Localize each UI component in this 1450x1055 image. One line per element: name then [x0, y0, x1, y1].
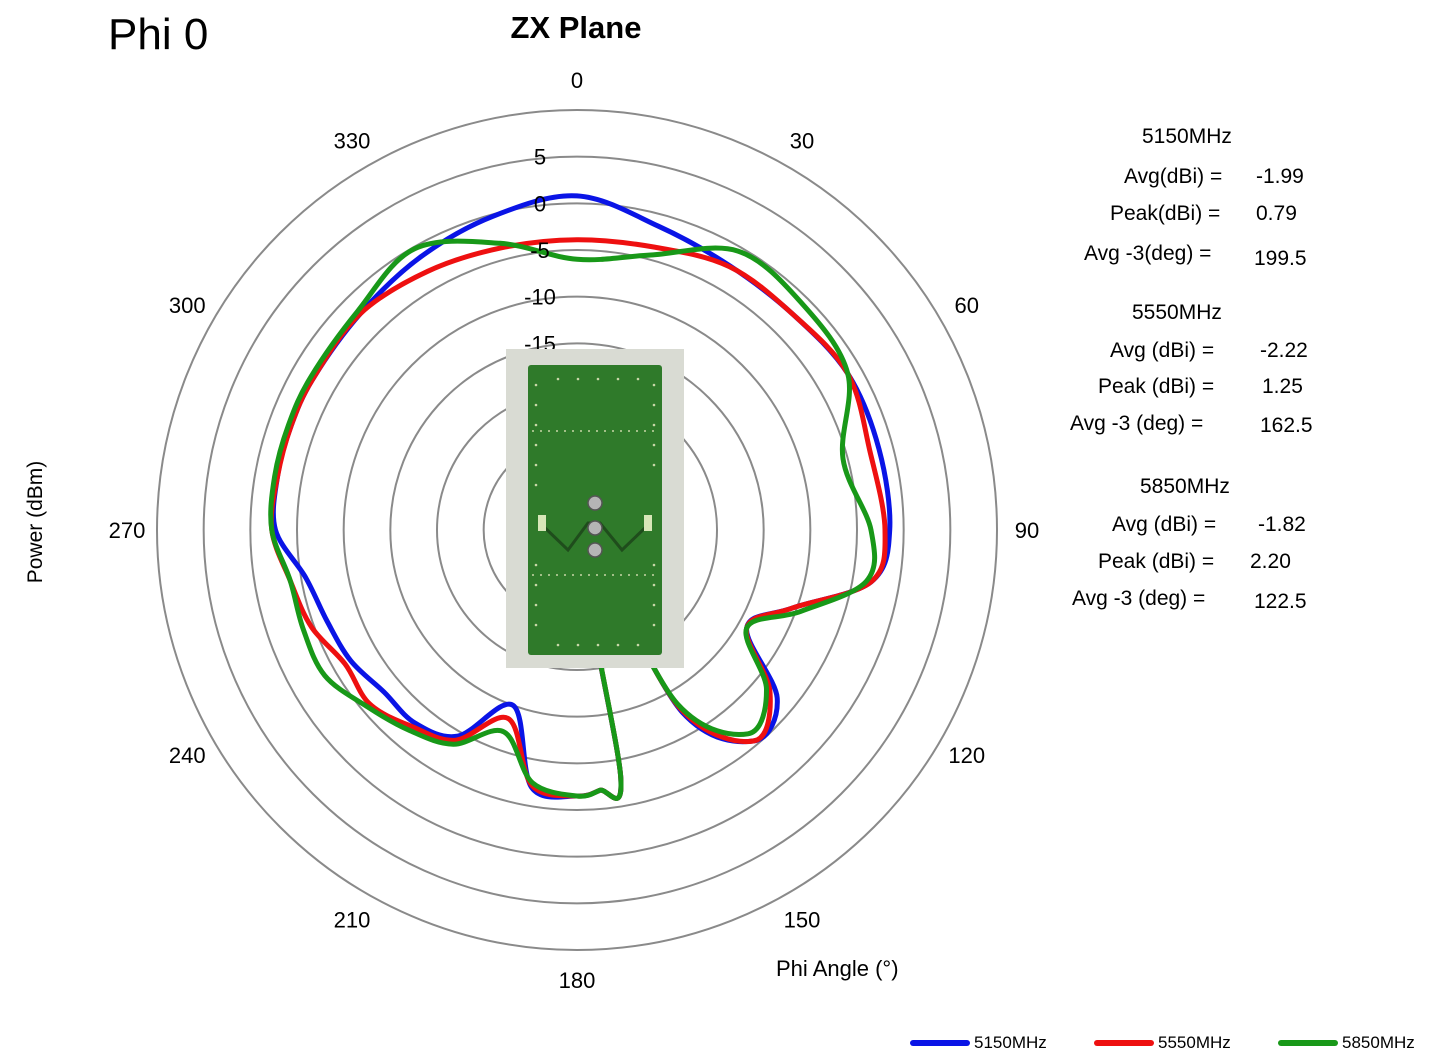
- radial-tick-label: 0: [534, 191, 546, 216]
- y-axis-label: Power (dBm): [24, 460, 47, 584]
- stats-row-label: Peak(dBi) =: [1110, 202, 1221, 225]
- stats-row-value: -1.82: [1258, 513, 1306, 536]
- stats-row-label: Avg (dBi) =: [1112, 513, 1217, 536]
- stats-row-value: 122.5: [1254, 590, 1307, 613]
- grid-ring: [389, 342, 765, 718]
- legend-item-5550: 5550MHz: [1094, 1033, 1231, 1053]
- stats-freq-5150: 5150MHz: [1142, 125, 1232, 148]
- radial-tick-label: 5: [534, 145, 546, 170]
- radial-tick-label: -5: [530, 238, 550, 263]
- stats-row-value: -2.22: [1260, 339, 1308, 362]
- stats-row-label: Avg(dBi) =: [1124, 165, 1223, 188]
- polar-grid: [156, 109, 998, 951]
- antenna-photo: [506, 349, 684, 668]
- stats-row-value: 0.79: [1256, 202, 1297, 225]
- grid-ring: [296, 249, 858, 811]
- legend-item-5150: 5150MHz: [910, 1033, 1047, 1053]
- grid-ring: [156, 109, 998, 951]
- grid-ring: [342, 295, 812, 765]
- pcb-board: [528, 365, 662, 655]
- stats-row-value: -1.99: [1256, 165, 1304, 188]
- angle-tick-label: 150: [784, 908, 821, 933]
- stats-row-value: 1.25: [1262, 375, 1303, 398]
- page-label: Phi 0: [108, 10, 209, 59]
- stats-freq-5550: 5550MHz: [1132, 301, 1222, 324]
- stats-row-label: Avg -3 (deg) =: [1072, 587, 1206, 610]
- series-lines: [268, 193, 893, 801]
- legend-item-5850: 5850MHz: [1278, 1033, 1415, 1053]
- legend-swatch: [910, 1040, 970, 1046]
- angle-tick-label: 120: [948, 743, 985, 768]
- angle-tick-label: 30: [790, 128, 814, 153]
- x-axis-label: Phi Angle (°): [776, 956, 899, 981]
- stats-row-value: 162.5: [1260, 414, 1313, 437]
- legend-label: 5850MHz: [1342, 1033, 1415, 1052]
- angle-tick-label: 210: [334, 908, 371, 933]
- radial-tick-label: -10: [524, 285, 556, 310]
- stats-row-label: Avg (dBi) =: [1110, 339, 1215, 362]
- grid-ring: [249, 202, 905, 858]
- pcb-traces: [532, 377, 658, 647]
- grid-ring: [202, 155, 952, 905]
- angle-tick-label: 90: [1015, 518, 1039, 543]
- angle-tick-label: 60: [954, 293, 978, 318]
- angle-tick-label: 300: [169, 293, 206, 318]
- stats-row-label: Peak (dBi) =: [1098, 550, 1215, 573]
- stats-row-label: Avg -3 (deg) =: [1070, 412, 1204, 435]
- legend-swatch: [1278, 1040, 1338, 1046]
- legend-label: 5550MHz: [1158, 1033, 1231, 1052]
- chart-title: ZX Plane: [510, 10, 642, 45]
- angle-tick-label: 270: [109, 518, 146, 543]
- stats-freq-5850: 5850MHz: [1140, 475, 1230, 498]
- stats-row-label: Peak (dBi) =: [1098, 375, 1215, 398]
- legend-swatch: [1094, 1040, 1154, 1046]
- tick-labels: 030609012015018021024027030033050-5-10-1…: [109, 68, 1040, 993]
- legend-label: 5150MHz: [974, 1033, 1047, 1052]
- angle-tick-label: 0: [571, 68, 583, 93]
- angle-tick-label: 240: [169, 743, 206, 768]
- series-line-5850MHz: [268, 238, 878, 801]
- angle-tick-label: 180: [559, 968, 596, 993]
- stats-row-label: Avg -3(deg) =: [1084, 242, 1212, 265]
- stats-row-value: 2.20: [1250, 550, 1291, 573]
- angle-tick-label: 330: [334, 128, 371, 153]
- stats-row-value: 199.5: [1254, 247, 1307, 270]
